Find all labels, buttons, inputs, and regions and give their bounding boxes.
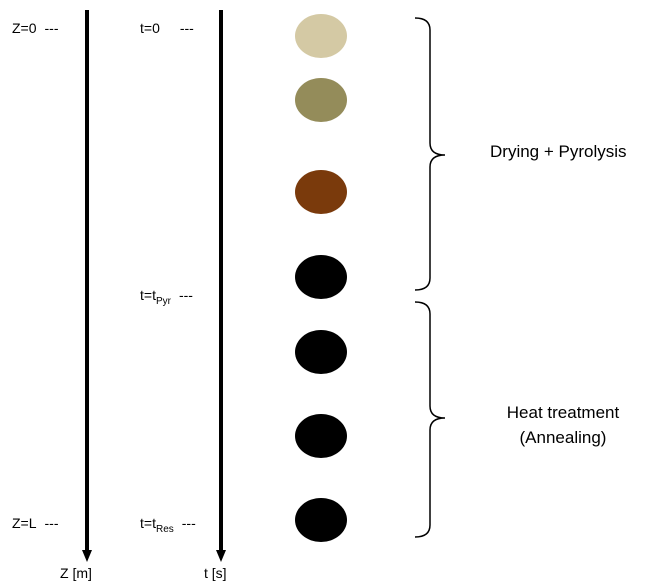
stage-label: (Annealing) xyxy=(520,428,607,447)
dashes: --- xyxy=(180,20,194,36)
text: Z=0 xyxy=(12,20,37,36)
brace xyxy=(414,17,446,291)
dashes: --- xyxy=(182,515,196,531)
text: t=t xyxy=(140,515,156,531)
brace xyxy=(414,301,446,538)
particle xyxy=(295,330,347,374)
z-top-label: Z=0 --- xyxy=(12,20,59,36)
subscript: Pyr xyxy=(156,296,172,307)
particle xyxy=(295,14,347,58)
dashes: --- xyxy=(45,515,59,531)
z-axis-arrow xyxy=(82,550,92,562)
dashes: --- xyxy=(45,20,59,36)
subscript: Res xyxy=(156,524,174,535)
particle xyxy=(295,170,347,214)
text: Z=L xyxy=(12,515,37,531)
t-axis-arrow xyxy=(216,550,226,562)
stage-label: Drying + Pyrolysis xyxy=(490,142,627,161)
particle xyxy=(295,255,347,299)
dashes: --- xyxy=(179,287,193,303)
t-bottom-label: t=tRes --- xyxy=(140,515,196,535)
stage-label: Heat treatment xyxy=(507,403,620,422)
t-top-label: t=0 --- xyxy=(140,20,194,36)
particle xyxy=(295,78,347,122)
particle xyxy=(295,414,347,458)
z-bottom-label: Z=L --- xyxy=(12,515,59,531)
particle xyxy=(295,498,347,542)
t-axis-label: t [s] xyxy=(204,565,227,581)
z-axis-label: Z [m] xyxy=(60,565,92,581)
text: t=t xyxy=(140,287,156,303)
text: t=0 xyxy=(140,20,160,36)
t-middle-label: t=tPyr --- xyxy=(140,287,193,307)
